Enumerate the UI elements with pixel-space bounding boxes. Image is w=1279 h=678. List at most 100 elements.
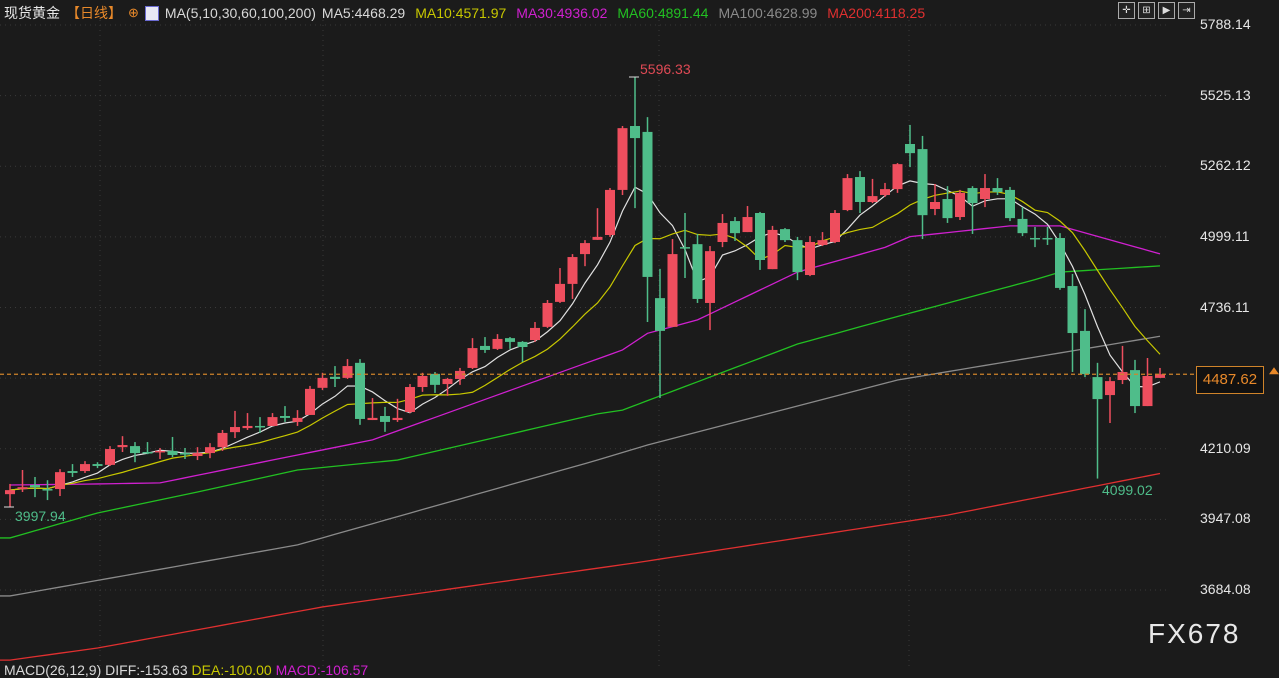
candle-body — [1130, 370, 1140, 407]
low-price-label: 4099.02 — [1102, 482, 1153, 498]
play-icon[interactable]: ▶ — [1158, 2, 1175, 19]
y-tick-label: 4999.11 — [1200, 227, 1250, 244]
candle-body — [1042, 237, 1053, 240]
candle-body — [180, 453, 190, 455]
ma-indicator-icon[interactable] — [144, 5, 159, 21]
candle-body — [30, 485, 40, 488]
candle-body — [355, 362, 365, 419]
crosshair-icon[interactable]: ✛ — [1118, 2, 1135, 19]
candle-body — [517, 341, 528, 348]
candle-body — [655, 298, 665, 331]
candle-body — [905, 143, 915, 154]
exit-icon[interactable]: ⇥ — [1178, 2, 1195, 19]
candle-body — [830, 213, 840, 243]
candle-body — [530, 327, 540, 341]
current-price-box: 4487.62 — [1196, 366, 1264, 394]
watermark-logo: FX678 — [1148, 618, 1241, 649]
candle-body — [330, 376, 340, 379]
candle-body — [817, 240, 828, 245]
candle-body — [205, 447, 215, 454]
candle-body — [892, 164, 903, 190]
candle-body — [367, 417, 378, 421]
candle-body — [342, 366, 353, 378]
candle-body — [917, 149, 928, 216]
candle-body — [92, 464, 103, 466]
chart-header: 现货黄金 【日线】 ⊕ MA(5,10,30,60,100,200) MA5:4… — [4, 3, 925, 23]
candle-body — [617, 128, 628, 190]
y-tick-label: 4210.09 — [1200, 439, 1251, 456]
candle-body — [317, 377, 328, 388]
y-tick-label: 4736.11 — [1200, 298, 1250, 315]
candle-body — [967, 188, 978, 204]
candle-body — [592, 236, 603, 240]
macd-name: MACD(26,12,9) — [4, 662, 102, 678]
candle-body — [1055, 237, 1065, 288]
macd-diff: DIFF:-153.63 — [105, 662, 188, 678]
candle-body — [142, 451, 153, 454]
candle-body — [405, 387, 415, 412]
candle-body — [642, 131, 653, 277]
y-tick-label: 5262.12 — [1200, 157, 1251, 174]
candle-body — [1005, 189, 1015, 219]
candle-body — [392, 417, 403, 421]
candle-body — [380, 416, 390, 422]
fit-icon[interactable]: ⊞ — [1138, 2, 1155, 19]
candle-body — [667, 254, 678, 327]
ma10-line — [9, 190, 1161, 491]
candle-body — [80, 464, 90, 472]
candle-body — [105, 449, 115, 465]
candle-body — [1105, 381, 1115, 396]
period-selector[interactable]: 【日线】 — [66, 5, 122, 21]
symbol-name[interactable]: 现货黄金 — [4, 5, 60, 21]
candle-body — [167, 450, 178, 455]
circle-plus-icon[interactable]: ⊕ — [128, 5, 139, 20]
ma-legend-0: MA5:4468.29 — [321, 5, 406, 21]
candle-body — [305, 388, 315, 415]
candle-body — [742, 217, 753, 233]
macd-value: MACD:-106.57 — [275, 662, 369, 678]
candle-body — [480, 345, 490, 350]
candle-body — [842, 178, 853, 211]
candle-body — [792, 240, 803, 273]
ma-legend-3: MA60:4891.44 — [617, 5, 709, 21]
candle-body — [630, 126, 640, 139]
candle-body — [605, 189, 615, 236]
candle-body — [942, 199, 953, 219]
start-low-label: 3997.94 — [15, 508, 66, 524]
candle-body — [567, 257, 578, 284]
candle-body — [955, 192, 965, 218]
candle-body — [130, 446, 140, 454]
candle-body — [492, 338, 503, 349]
candle-body — [192, 453, 203, 457]
ma-legend: MA5:4468.29 MA10:4571.97 MA30:4936.02 MA60:… — [322, 5, 925, 21]
ma100-line — [0, 335, 1161, 597]
y-tick-label: 3684.08 — [1200, 581, 1251, 597]
candle-body — [430, 373, 440, 385]
candle-body — [1117, 371, 1128, 381]
candle-body — [1067, 286, 1078, 334]
candle-body — [755, 213, 765, 260]
candle-body — [1142, 376, 1153, 407]
candle-body — [717, 222, 728, 243]
candle-body — [767, 229, 778, 270]
candle-body — [1030, 237, 1040, 240]
candle-body — [1080, 330, 1090, 375]
candle-body — [280, 416, 290, 418]
candle-body — [155, 450, 165, 453]
y-tick-label: 5788.14 — [1200, 16, 1251, 32]
candle-body — [980, 188, 990, 200]
candle-body — [5, 490, 15, 495]
candle-body — [705, 251, 715, 303]
ma-legend-2: MA30:4936.02 — [516, 5, 608, 21]
candle-body — [730, 221, 740, 234]
candle-body — [692, 244, 703, 299]
candle-body — [805, 242, 815, 276]
candle-body — [42, 489, 53, 491]
candle-body — [292, 417, 303, 422]
candle-body — [1155, 374, 1165, 378]
toolbar: ✛ ⊞ ▶ ⇥ — [1118, 2, 1195, 19]
candle-body — [417, 376, 428, 388]
ma-params[interactable]: MA(5,10,30,60,100,200) — [164, 5, 316, 21]
candle-body — [55, 472, 65, 490]
